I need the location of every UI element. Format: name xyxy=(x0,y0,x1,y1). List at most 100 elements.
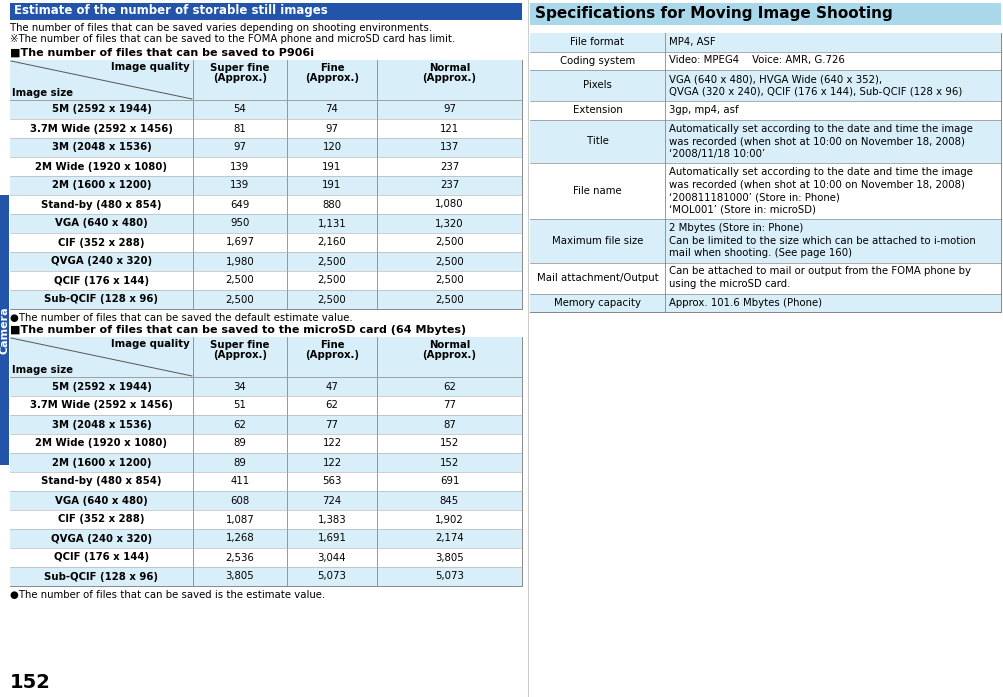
Text: 5,073: 5,073 xyxy=(317,572,346,581)
Bar xyxy=(10,510,522,529)
Text: 724: 724 xyxy=(322,496,341,505)
Text: ‘2008/11/18 10:00’: ‘2008/11/18 10:00’ xyxy=(668,148,764,158)
Text: 2,500: 2,500 xyxy=(434,238,463,247)
Text: 77: 77 xyxy=(325,420,338,429)
Text: was recorded (when shot at 10:00 on November 18, 2008): was recorded (when shot at 10:00 on Nove… xyxy=(668,136,964,146)
Text: 691: 691 xyxy=(439,477,458,487)
Bar xyxy=(10,396,522,415)
Text: 89: 89 xyxy=(234,457,246,468)
Text: 3gp, mp4, asf: 3gp, mp4, asf xyxy=(668,105,738,115)
Bar xyxy=(10,567,522,586)
Text: 47: 47 xyxy=(325,381,338,392)
Text: 608: 608 xyxy=(230,496,250,505)
Text: 1,383: 1,383 xyxy=(317,514,346,525)
Bar xyxy=(530,70,1000,101)
Text: Sub-QCIF (128 x 96): Sub-QCIF (128 x 96) xyxy=(44,572,158,581)
Text: ●The number of files that can be saved the default estimate value.: ●The number of files that can be saved t… xyxy=(10,313,352,323)
Text: 2,500: 2,500 xyxy=(226,275,254,286)
Bar xyxy=(530,119,1000,163)
Bar xyxy=(10,100,522,119)
Text: 2,174: 2,174 xyxy=(434,533,463,544)
Text: CIF (352 x 288): CIF (352 x 288) xyxy=(58,238,144,247)
Text: 87: 87 xyxy=(442,420,455,429)
Text: MP4, ASF: MP4, ASF xyxy=(668,37,715,47)
Bar xyxy=(10,491,522,510)
Text: VGA (640 x 480), HVGA Wide (640 x 352),: VGA (640 x 480), HVGA Wide (640 x 352), xyxy=(668,74,882,84)
Text: 120: 120 xyxy=(322,142,341,153)
Text: 3,044: 3,044 xyxy=(317,553,346,562)
Bar xyxy=(10,195,522,214)
Bar xyxy=(10,214,522,233)
Text: File format: File format xyxy=(570,37,624,47)
Text: Fine: Fine xyxy=(319,63,344,73)
Text: 139: 139 xyxy=(230,162,250,171)
Text: Super fine: Super fine xyxy=(210,63,270,73)
Text: 3,805: 3,805 xyxy=(226,572,254,581)
Text: 62: 62 xyxy=(325,401,338,411)
Bar xyxy=(10,233,522,252)
Text: Memory capacity: Memory capacity xyxy=(554,298,640,308)
Text: 1,697: 1,697 xyxy=(226,238,254,247)
Text: 1,087: 1,087 xyxy=(226,514,254,525)
Text: 2,536: 2,536 xyxy=(226,553,254,562)
Text: 3.7M Wide (2592 x 1456): 3.7M Wide (2592 x 1456) xyxy=(30,401,173,411)
Text: 5M (2592 x 1944): 5M (2592 x 1944) xyxy=(51,381,151,392)
Text: 845: 845 xyxy=(439,496,458,505)
Text: 152: 152 xyxy=(439,457,458,468)
Text: (Approx.): (Approx.) xyxy=(422,73,476,83)
Text: 2M Wide (1920 x 1080): 2M Wide (1920 x 1080) xyxy=(35,162,168,171)
Bar xyxy=(530,293,1000,312)
Text: QCIF (176 x 144): QCIF (176 x 144) xyxy=(54,275,148,286)
Bar xyxy=(10,3,522,20)
Text: Approx. 101.6 Mbytes (Phone): Approx. 101.6 Mbytes (Phone) xyxy=(668,298,821,307)
Text: 1,131: 1,131 xyxy=(317,218,346,229)
Text: Sub-QCIF (128 x 96): Sub-QCIF (128 x 96) xyxy=(44,295,158,305)
Text: 3,805: 3,805 xyxy=(434,553,463,562)
Text: VGA (640 x 480): VGA (640 x 480) xyxy=(55,496,147,505)
Bar xyxy=(10,377,522,396)
Text: CIF (352 x 288): CIF (352 x 288) xyxy=(58,514,144,525)
Bar xyxy=(10,252,522,271)
Text: 74: 74 xyxy=(325,105,338,114)
Text: 97: 97 xyxy=(442,105,455,114)
Text: 1,691: 1,691 xyxy=(317,533,346,544)
Text: ※The number of files that can be saved to the FOMA phone and microSD card has li: ※The number of files that can be saved t… xyxy=(10,34,454,44)
Text: using the microSD card.: using the microSD card. xyxy=(668,279,789,289)
Text: 563: 563 xyxy=(322,477,341,487)
Text: Mail attachment/Output: Mail attachment/Output xyxy=(536,273,658,283)
Bar xyxy=(10,138,522,157)
Text: The number of files that can be saved varies depending on shooting environments.: The number of files that can be saved va… xyxy=(10,23,431,33)
Text: Stand-by (480 x 854): Stand-by (480 x 854) xyxy=(41,199,161,210)
Bar xyxy=(10,157,522,176)
Text: 121: 121 xyxy=(439,123,458,134)
Bar xyxy=(530,263,1000,293)
Bar xyxy=(10,337,522,586)
Text: Image size: Image size xyxy=(12,365,73,375)
Text: 77: 77 xyxy=(442,401,455,411)
Bar xyxy=(530,163,1000,219)
Text: 89: 89 xyxy=(234,438,246,448)
Text: 122: 122 xyxy=(322,438,341,448)
Text: Normal: Normal xyxy=(428,340,469,350)
Text: 2,500: 2,500 xyxy=(434,275,463,286)
Text: QVGA (320 x 240), QCIF (176 x 144), Sub-QCIF (128 x 96): QVGA (320 x 240), QCIF (176 x 144), Sub-… xyxy=(668,86,962,96)
Text: 3.7M Wide (2592 x 1456): 3.7M Wide (2592 x 1456) xyxy=(30,123,173,134)
Text: 62: 62 xyxy=(234,420,246,429)
Text: 51: 51 xyxy=(234,401,246,411)
Text: 237: 237 xyxy=(439,162,458,171)
Text: 34: 34 xyxy=(234,381,246,392)
Text: (Approx.): (Approx.) xyxy=(213,350,267,360)
Bar xyxy=(10,271,522,290)
Bar xyxy=(10,176,522,195)
Bar xyxy=(530,219,1000,263)
Text: Video: MPEG4    Voice: AMR, G.726: Video: MPEG4 Voice: AMR, G.726 xyxy=(668,56,845,66)
Text: Estimate of the number of storable still images: Estimate of the number of storable still… xyxy=(14,4,327,17)
Text: (Approx.): (Approx.) xyxy=(422,350,476,360)
Bar xyxy=(10,472,522,491)
Bar xyxy=(0,195,9,465)
Bar xyxy=(530,33,1000,312)
Text: 97: 97 xyxy=(325,123,338,134)
Text: 2,500: 2,500 xyxy=(317,275,346,286)
Bar xyxy=(530,101,1000,119)
Text: mail when shooting. (See page 160): mail when shooting. (See page 160) xyxy=(668,248,852,258)
